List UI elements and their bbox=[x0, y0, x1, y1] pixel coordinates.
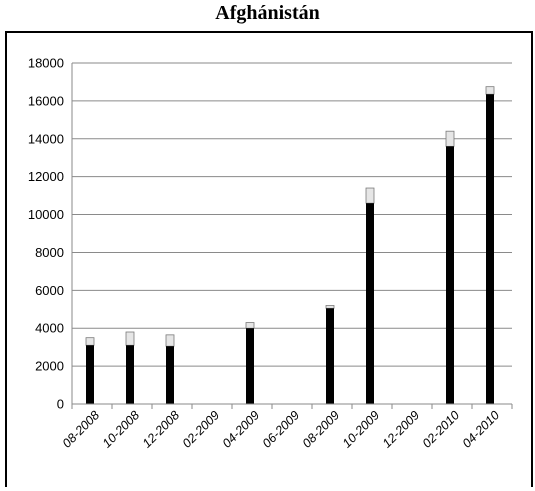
y-tick-label: 6000 bbox=[35, 283, 64, 298]
y-tick-label: 4000 bbox=[35, 321, 64, 336]
bar-segment-top bbox=[245, 322, 255, 329]
bar-segment-base bbox=[366, 203, 374, 404]
gridlines bbox=[72, 62, 512, 367]
bar-segment-base bbox=[246, 328, 254, 404]
x-tick-label: 12-2008 bbox=[140, 408, 182, 450]
bar-segment-top bbox=[325, 305, 335, 309]
x-tick-label: 10-2008 bbox=[100, 408, 142, 450]
x-tick-label: 06-2009 bbox=[260, 408, 302, 450]
bar-segment-base bbox=[326, 308, 334, 404]
bar-segment-top bbox=[445, 130, 455, 147]
x-tick-label: 02-2009 bbox=[180, 408, 222, 450]
y-tick-label: 2000 bbox=[35, 359, 64, 374]
chart-frame bbox=[5, 31, 533, 487]
bar-segment-base bbox=[166, 346, 174, 404]
bar-segment-top bbox=[365, 187, 375, 204]
x-tick-label: 08-2009 bbox=[300, 408, 342, 450]
y-tick-label: 16000 bbox=[28, 93, 64, 108]
y-tick-label: 18000 bbox=[28, 56, 64, 71]
bar-segment-top bbox=[485, 86, 495, 95]
y-tick-label: 0 bbox=[57, 397, 64, 412]
axes: 0 2000 4000 6000 8000 10000 12000 14000 16000 180… bbox=[28, 56, 513, 451]
bar-segment-top bbox=[165, 334, 175, 347]
x-tick-label: 04-2009 bbox=[220, 408, 262, 450]
y-tick-label: 10000 bbox=[28, 207, 64, 222]
x-tick-label: 10-2009 bbox=[340, 408, 382, 450]
bar-segment-top bbox=[85, 337, 95, 346]
bar-segment-base bbox=[486, 94, 494, 404]
bar-segment-base bbox=[86, 345, 94, 404]
y-tick-label: 12000 bbox=[28, 169, 64, 184]
x-tick-label: 08-2008 bbox=[60, 408, 102, 450]
x-tick-label: 12-2009 bbox=[380, 408, 422, 450]
x-tick-label: 04-2010 bbox=[460, 408, 502, 450]
bar-segment-top bbox=[125, 331, 135, 346]
y-tick-label: 14000 bbox=[28, 131, 64, 146]
x-tick-label: 02-2010 bbox=[420, 408, 462, 450]
chart-title: Afghánistán bbox=[215, 2, 320, 24]
bar-segment-base bbox=[126, 345, 134, 404]
bar-segment-base bbox=[446, 146, 454, 404]
bars bbox=[85, 86, 495, 404]
y-tick-label: 8000 bbox=[35, 245, 64, 260]
